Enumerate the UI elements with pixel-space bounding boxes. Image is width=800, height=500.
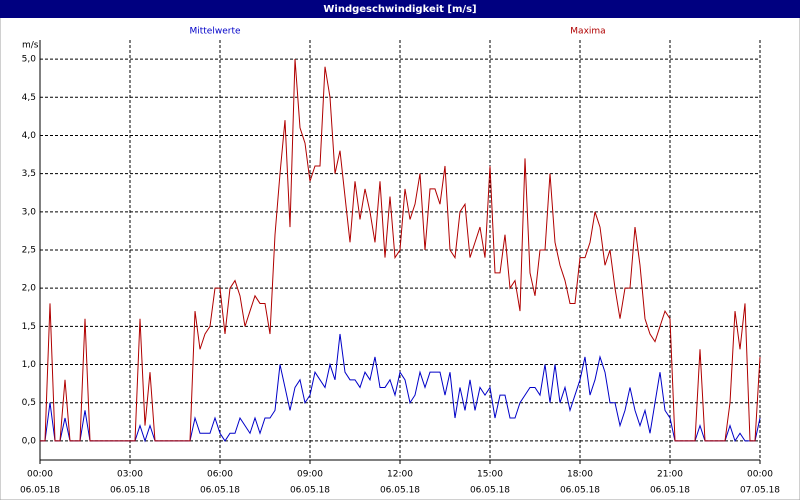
x-tick-date: 06.05.18: [470, 486, 510, 496]
y-tick-label: 0,0: [22, 436, 37, 446]
x-tick-date: 06.05.18: [20, 486, 60, 496]
y-tick-label: 4,0: [22, 131, 37, 141]
legend-label: Maxima: [570, 27, 605, 37]
x-tick-label: 00:00: [747, 470, 773, 480]
x-tick-date: 06.05.18: [650, 486, 690, 496]
y-tick-label: 1,5: [22, 322, 36, 332]
x-tick-date: 06.05.18: [560, 486, 600, 496]
x-tick-date: 06.05.18: [110, 486, 150, 496]
y-tick-label: 3,5: [22, 169, 36, 179]
x-tick-label: 21:00: [657, 470, 683, 480]
y-tick-label: 1,0: [22, 360, 37, 370]
y-tick-label: 0,5: [22, 398, 36, 408]
chart-title: Windgeschwindigkeit [m/s]: [323, 4, 476, 15]
x-tick-date: 07.05.18: [740, 486, 780, 496]
x-tick-label: 06:00: [207, 470, 233, 480]
x-tick-date: 06.05.18: [380, 486, 420, 496]
x-tick-label: 15:00: [477, 470, 503, 480]
title-bar: [0, 0, 800, 18]
x-tick-date: 06.05.18: [290, 486, 330, 496]
x-tick-date: 06.05.18: [200, 486, 240, 496]
legend-label: Mittelwerte: [189, 27, 240, 37]
y-axis-label: m/s: [22, 41, 39, 51]
y-tick-label: 5,0: [22, 55, 37, 65]
x-tick-label: 18:00: [567, 470, 593, 480]
y-tick-label: 2,0: [22, 284, 37, 294]
y-tick-label: 3,0: [22, 207, 37, 217]
x-tick-label: 12:00: [387, 470, 413, 480]
x-tick-label: 03:00: [117, 470, 143, 480]
y-tick-label: 2,5: [22, 246, 36, 256]
x-tick-label: 09:00: [297, 470, 323, 480]
series-line: [40, 59, 761, 442]
x-tick-label: 00:00: [27, 470, 53, 480]
y-tick-label: 4,5: [22, 93, 36, 103]
